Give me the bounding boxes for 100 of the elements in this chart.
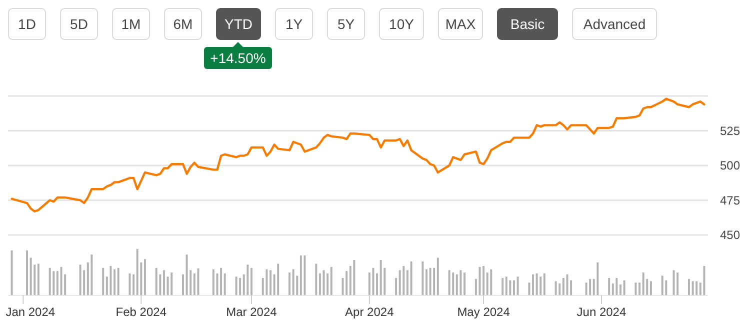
toggle-button: 6M [164,8,202,40]
bar [197,268,200,295]
toggle-button: 10Y [379,8,424,40]
bar [102,268,104,295]
bar [182,274,184,295]
bar [395,278,398,295]
bar [48,268,51,295]
bar [422,261,424,295]
bar [266,269,268,295]
bar [216,273,218,295]
bar [170,272,173,295]
bar [353,260,356,295]
bar [136,249,138,295]
toggle-button: 5Y [327,8,365,40]
x-tick-label: Mar 2024 [226,305,278,319]
bar [277,264,280,295]
bar [398,270,401,295]
bar [380,260,382,295]
bar [703,266,706,295]
bar [250,268,252,295]
bar [688,278,690,295]
bar [505,276,508,295]
toggle-button: 1Y [275,8,313,40]
bar [516,276,519,295]
bar [642,272,644,295]
bar [596,262,599,295]
bar [212,269,214,295]
bar [246,264,249,295]
bar [90,254,93,295]
bar [543,273,546,295]
bar [638,282,641,295]
x-tick-label: Apr 2024 [345,305,394,319]
bar [322,270,325,295]
bar [224,273,226,295]
bar [376,273,378,295]
bar [406,270,408,295]
y-tick-label: 525 [720,124,740,138]
bar [528,282,530,295]
bar [532,274,534,295]
bar [372,268,374,295]
bar [456,274,458,295]
bar [186,254,188,295]
bar [315,264,318,295]
bar [346,271,348,295]
x-tick-label: May 2024 [457,305,510,319]
bar [304,255,306,295]
bar [554,281,557,295]
x-tick-label: Feb 2024 [116,305,167,319]
bar [10,250,13,295]
bar [30,258,32,295]
bar [166,276,169,295]
bar [676,272,679,295]
bar [570,280,572,295]
y-tick-label: 500 [720,158,740,173]
bar [292,269,294,295]
bar [162,270,165,295]
bar [110,266,112,295]
bar [585,282,588,295]
bar [300,255,302,295]
bar [589,278,592,295]
x-tick-label: Jan 2024 [6,305,56,319]
bar [429,268,432,295]
bar [558,284,561,295]
bar [410,261,412,295]
bar [220,268,222,295]
bar [270,270,272,295]
bar [288,272,291,295]
bar [117,268,120,295]
bar [634,282,637,295]
bar [235,276,238,295]
bar [436,258,439,295]
bar [368,272,370,295]
bar [60,266,62,295]
bar [623,280,626,295]
bar [425,269,428,295]
bar [114,269,116,295]
bar [509,280,512,295]
toggle-button: 1D [8,8,46,40]
bar [56,271,58,295]
bar [330,266,332,295]
bar [448,270,450,295]
bar [608,278,610,295]
bar [52,271,55,295]
bar [132,274,135,295]
bar [402,266,405,295]
bar [239,278,242,295]
y-tick-label: 450 [720,228,740,242]
bar [326,273,329,295]
bar [452,272,454,295]
bar [433,268,436,295]
toggle-button: Advanced [572,8,657,40]
y-tick-label: 475 [720,193,740,208]
toggle-button: YTD [216,8,261,40]
bar [144,259,146,295]
line-series [10,98,706,212]
bar [318,273,321,295]
bar [536,273,538,295]
toggle-button: MAX [438,8,483,40]
bar [128,273,131,295]
bar [26,250,28,295]
